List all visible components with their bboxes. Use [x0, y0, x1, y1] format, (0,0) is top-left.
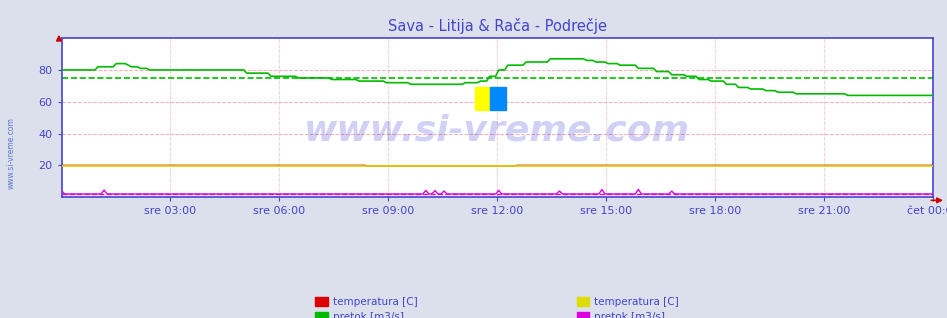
Text: www.si-vreme.com: www.si-vreme.com	[304, 114, 690, 147]
Title: Sava - Litija & Rača - Podrečje: Sava - Litija & Rača - Podrečje	[387, 18, 607, 34]
Text: www.si-vreme.com: www.si-vreme.com	[7, 117, 16, 189]
Bar	[474, 87, 491, 110]
Legend: temperatura [C], pretok [m3/s]: temperatura [C], pretok [m3/s]	[577, 297, 679, 318]
Bar	[491, 87, 506, 110]
